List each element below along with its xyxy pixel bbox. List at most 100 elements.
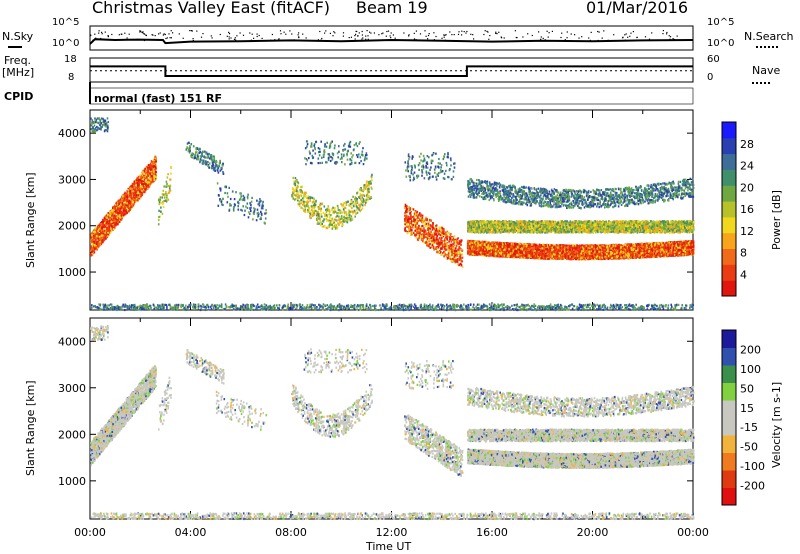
nsky-noise-point <box>636 37 637 38</box>
nsky-noise-point <box>298 32 299 33</box>
nsky-noise-point <box>183 38 184 39</box>
nsky-noise-point <box>319 31 320 32</box>
power-panel-ytick-label: 1000 <box>58 266 86 279</box>
nsky-noise-point <box>560 37 561 38</box>
nsky-noise-point <box>367 30 368 31</box>
nsky-noise-point <box>666 32 667 33</box>
nsky-noise-point <box>171 30 172 31</box>
nsky-noise-point <box>270 40 271 41</box>
nsky-noise-point <box>630 33 631 34</box>
nsky-noise-point <box>111 34 112 35</box>
nsky-noise-point <box>424 30 425 31</box>
nsky-noise-point <box>495 32 496 33</box>
nsky-noise-point <box>378 34 379 35</box>
nsky-noise-point <box>257 36 258 37</box>
nsky-noise-point <box>629 36 630 37</box>
nsky-noise-point <box>164 33 165 34</box>
nsky-noise-point <box>127 37 128 38</box>
nsky-noise-point <box>426 36 427 37</box>
nsky-noise-point <box>167 37 168 38</box>
nsky-noise-point <box>548 37 549 38</box>
nsky-noise-point <box>129 34 130 35</box>
nsky-noise-point <box>262 38 263 39</box>
cpid-panel-frame <box>90 88 693 104</box>
nsky-noise-point <box>372 40 373 41</box>
nsky-noise-point <box>228 32 229 33</box>
nsky-noise-point <box>662 33 663 34</box>
nsky-noise-point <box>445 40 446 41</box>
nsky-noise-point <box>624 34 625 35</box>
nsky-noise-point <box>291 33 292 34</box>
nsky-noise-point <box>369 32 370 33</box>
nsky-noise-point <box>138 39 139 40</box>
nsky-noise-point <box>549 32 550 33</box>
nsky-noise-point <box>429 33 430 34</box>
nsky-noise-point <box>602 38 603 39</box>
nsky-noise-point <box>302 34 303 35</box>
nsky-noise-point <box>670 36 671 37</box>
nsky-noise-point <box>445 34 446 35</box>
nsky-noise-point <box>189 30 190 31</box>
nsky-noise-point <box>355 38 356 39</box>
nsky-noise-point <box>253 38 254 39</box>
nsky-noise-point <box>451 34 452 35</box>
nsky-noise-point <box>552 31 553 32</box>
power-panel-ytick-label: 3000 <box>58 173 86 186</box>
nsky-noise-point <box>362 34 363 35</box>
nsky-noise-point <box>454 34 455 35</box>
nsky-noise-point <box>229 38 230 39</box>
nsky-noise-point <box>461 34 462 35</box>
nsky-noise-point <box>321 38 322 39</box>
nsky-noise-point <box>428 35 429 36</box>
nsky-noise-point <box>144 34 145 35</box>
nsky-noise-point <box>165 34 166 35</box>
nsky-noise-point <box>212 37 213 38</box>
nsky-noise-point <box>362 37 363 38</box>
nsky-noise-point <box>449 31 450 32</box>
nsky-noise-point <box>483 34 484 35</box>
nsky-noise-point <box>444 35 445 36</box>
nsky-noise-point <box>532 35 533 36</box>
nsky-noise-point <box>229 36 230 37</box>
nsky-noise-point <box>343 36 344 37</box>
nsky-noise-point <box>193 38 194 39</box>
nsky-noise-point <box>388 31 389 32</box>
nsky-noise-point <box>599 32 600 33</box>
nsky-noise-point <box>259 35 260 36</box>
nsky-noise-point <box>567 31 568 32</box>
nsky-noise-point <box>561 33 562 34</box>
nsky-noise-point <box>527 33 528 34</box>
nsky-noise-point <box>649 39 650 40</box>
nsky-noise-point <box>349 37 350 38</box>
nsky-noise-point <box>101 32 102 33</box>
nsky-noise-point <box>280 30 281 31</box>
power-panel-ytick-label: 2000 <box>58 220 86 233</box>
nsky-noise-point <box>414 33 415 34</box>
nsky-noise-point <box>356 31 357 32</box>
nsky-noise-point <box>598 40 599 41</box>
nsky-noise-point <box>105 32 106 33</box>
nsky-noise-point <box>465 33 466 34</box>
nsky-noise-point <box>227 36 228 37</box>
nsky-noise-point <box>458 31 459 32</box>
nsky-noise-point <box>409 34 410 35</box>
nsky-noise-point <box>390 35 391 36</box>
nsky-noise-point <box>470 34 471 35</box>
nsky-noise-point <box>393 34 394 35</box>
nsky-noise-point <box>674 39 675 40</box>
nsky-noise-point <box>590 40 591 41</box>
freq-panel-frame <box>90 58 693 82</box>
nsky-noise-point <box>365 39 366 40</box>
nsky-noise-point <box>427 38 428 39</box>
radar-plot: 1000200030004000100020003000400000:00 04:… <box>0 0 800 554</box>
nsky-noise-point <box>416 39 417 40</box>
nsky-noise-point <box>158 33 159 34</box>
nsky-noise-point <box>408 35 409 36</box>
nsky-noise-point <box>504 37 505 38</box>
nsky-noise-point <box>163 34 164 35</box>
nsky-noise-point <box>441 38 442 39</box>
nsky-noise-point <box>677 36 678 37</box>
nsky-noise-point <box>419 40 420 41</box>
nsky-noise-point <box>280 33 281 34</box>
nsky-noise-point <box>99 30 100 31</box>
